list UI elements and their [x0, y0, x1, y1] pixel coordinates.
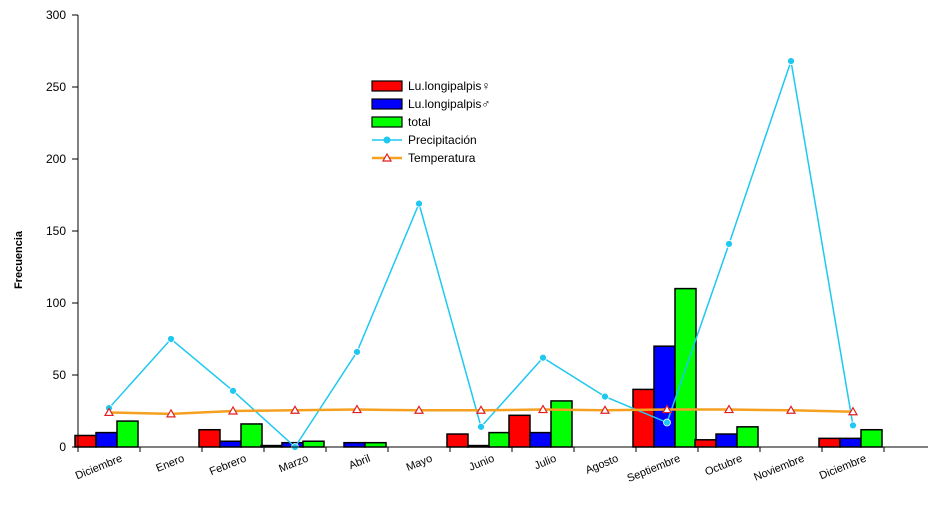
bar-series [74, 287, 883, 448]
bar [302, 440, 325, 448]
x-tick-label: Noviembre [752, 453, 806, 484]
data-point [167, 335, 175, 343]
data-point [785, 405, 797, 414]
bar [116, 420, 139, 448]
bar [860, 428, 883, 448]
data-point [353, 348, 361, 356]
data-point [351, 404, 363, 414]
data-point [289, 405, 301, 414]
y-tick-label: 100 [46, 296, 66, 310]
x-tick-label: Diciembre [74, 453, 124, 483]
data-point [413, 405, 425, 414]
y-tick-label: 50 [53, 368, 67, 382]
bar [632, 388, 655, 448]
legend-swatch [371, 80, 403, 92]
data-point [723, 404, 735, 414]
legend-marker [381, 152, 393, 162]
series-line [108, 60, 854, 449]
x-tick-label: Mayo [405, 453, 434, 474]
data-point [849, 421, 857, 430]
axes [77, 15, 928, 448]
bar [446, 433, 469, 448]
y-tick-label: 300 [46, 8, 66, 22]
x-tick-label: Marzo [277, 453, 310, 476]
x-axis-ticks: Diciembre Enero Febrero Marzo Abril Mayo Junio… [74, 447, 885, 485]
data-point [663, 418, 671, 427]
data-point [227, 405, 239, 415]
bar [95, 431, 118, 448]
legend-label: Lu.longipalpis♀ [408, 79, 490, 93]
x-tick-label: Enero [154, 453, 186, 475]
line-series [103, 57, 859, 451]
bar [240, 423, 263, 448]
bar [653, 345, 676, 448]
bar [839, 437, 862, 448]
bar [715, 433, 738, 448]
data-point [787, 57, 795, 65]
bar [508, 414, 531, 448]
bar [343, 441, 366, 448]
x-tick-label: Febrero [208, 453, 248, 479]
data-point [539, 353, 547, 362]
y-tick-label: 150 [46, 224, 66, 238]
data-point [103, 407, 115, 417]
x-tick-label: Diciembre [818, 453, 868, 483]
x-tick-label: Agosto [584, 453, 620, 477]
data-point [847, 406, 859, 416]
bar [488, 431, 511, 448]
y-tick-label: 0 [59, 440, 66, 454]
bar [550, 400, 573, 448]
y-axis-label-group: Frecuencia [13, 230, 25, 289]
bar [818, 437, 841, 448]
data-point [475, 405, 487, 414]
x-tick-label: Septiembre [625, 453, 682, 485]
legend-label: total [408, 115, 431, 129]
legend-marker [383, 136, 391, 144]
y-axis-ticks: 0 50 100 150 200 250 300 [46, 8, 78, 454]
bar [219, 440, 242, 448]
bar [198, 428, 221, 448]
x-tick-label: Junio [467, 453, 496, 474]
data-point [601, 392, 609, 401]
bar [364, 441, 387, 448]
legend-swatch [371, 116, 403, 128]
x-tick-label: Julio [533, 453, 558, 473]
bar [529, 431, 552, 448]
legend-label: Temperatura [408, 151, 476, 165]
x-tick-label: Abril [347, 453, 372, 472]
y-tick-label: 200 [46, 152, 66, 166]
legend-label: Precipitación [408, 133, 477, 147]
data-point [477, 422, 485, 431]
y-tick-label: 250 [46, 80, 66, 94]
data-point [661, 404, 673, 414]
x-tick-label: Octubre [703, 453, 744, 479]
data-point [415, 199, 423, 208]
y-axis-label: Frecuencia [13, 230, 25, 289]
data-point [537, 404, 549, 414]
bar [694, 439, 717, 448]
data-point [725, 240, 733, 248]
legend: Lu.longipalpis♀ Lu.longipalpis♂ total Preci… [371, 79, 490, 165]
bar [736, 426, 759, 448]
data-point [165, 408, 177, 418]
legend-swatch [371, 98, 403, 110]
data-point [229, 386, 237, 395]
legend-label: Lu.longipalpis♂ [408, 97, 490, 111]
data-point [599, 405, 611, 414]
